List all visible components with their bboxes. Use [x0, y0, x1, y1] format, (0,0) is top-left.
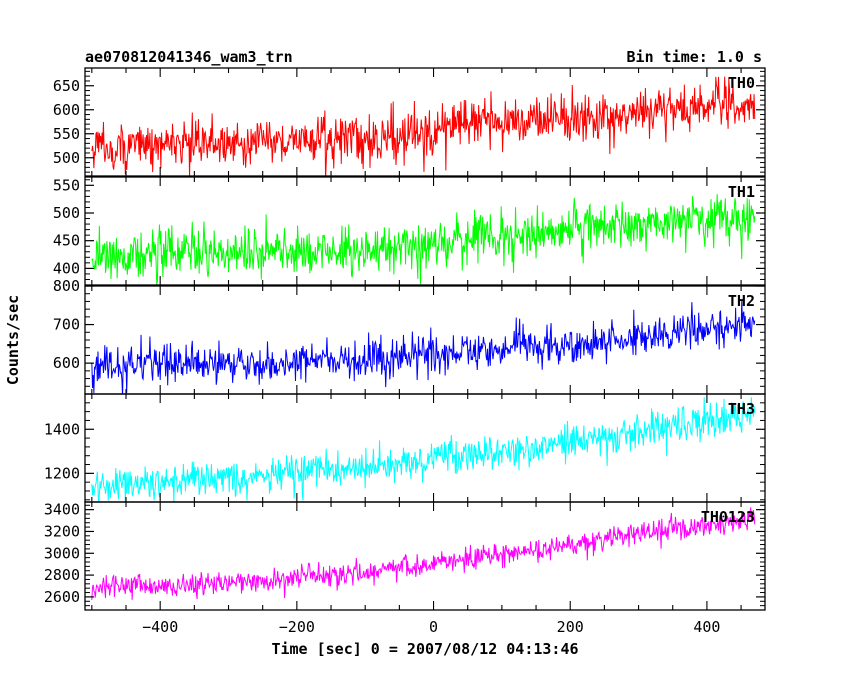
y-tick-label: 450	[53, 232, 80, 250]
panel-th0123: 2600 2800 3000 3200 3400 TH0123	[44, 501, 766, 611]
series-label-th0123: TH0123	[701, 508, 755, 526]
y-tick-label: 600	[53, 101, 80, 119]
y-tick-label: 800	[53, 277, 80, 295]
series-th3-line	[91, 397, 756, 502]
series-th1-line	[91, 194, 756, 285]
y-tick-label: 1400	[44, 420, 80, 438]
y-tick-label: 500	[53, 149, 80, 167]
bin-time-label: Bin time: 1.0 s	[627, 48, 762, 66]
chart-title: ae070812041346_wam3_trn	[85, 48, 293, 66]
y-tick-label: 3200	[44, 522, 80, 540]
y-tick-label: 400	[53, 259, 80, 277]
y-tick-label: 3400	[44, 501, 80, 519]
y-tick-label: 2800	[44, 566, 80, 584]
y-tick-label: 2600	[44, 588, 80, 606]
series-label-th1: TH1	[728, 183, 755, 201]
panel-th3: 1200 1400 TH3	[44, 393, 766, 503]
y-tick-label: 550	[53, 176, 80, 194]
x-tick-label: 400	[693, 618, 720, 636]
x-tick-label: 200	[557, 618, 584, 636]
series-th0123-line	[91, 507, 756, 600]
x-axis-title: Time [sec] 0 = 2007/08/12 04:13:46	[271, 640, 578, 658]
series-th0-line	[91, 76, 756, 176]
panel-th2: 600 700 800 TH2	[53, 277, 766, 395]
x-tick-label: −200	[279, 618, 315, 636]
y-tick-label: 550	[53, 125, 80, 143]
y-tick-label: 3000	[44, 544, 80, 562]
panel-frame	[84, 176, 766, 286]
y-tick-label: 700	[53, 316, 80, 334]
panel-th1: 400 450 500 550 TH1	[53, 176, 766, 286]
series-label-th3: TH3	[728, 400, 755, 418]
series-th2-line	[91, 300, 756, 394]
panel-frame	[84, 67, 766, 177]
panel-frame	[84, 501, 766, 611]
y-tick-label: 650	[53, 77, 80, 95]
y-axis-title: Counts/sec	[4, 295, 22, 385]
y-tick-label: 1200	[44, 464, 80, 482]
x-tick-label: 0	[429, 618, 438, 636]
y-tick-label: 600	[53, 354, 80, 372]
series-label-th0: TH0	[728, 74, 755, 92]
series-label-th2: TH2	[728, 292, 755, 310]
y-tick-label: 500	[53, 204, 80, 222]
x-tick-label: −400	[142, 618, 178, 636]
panel-frame	[84, 393, 766, 503]
panel-th0: 500 550 600 650 TH0	[53, 67, 766, 177]
